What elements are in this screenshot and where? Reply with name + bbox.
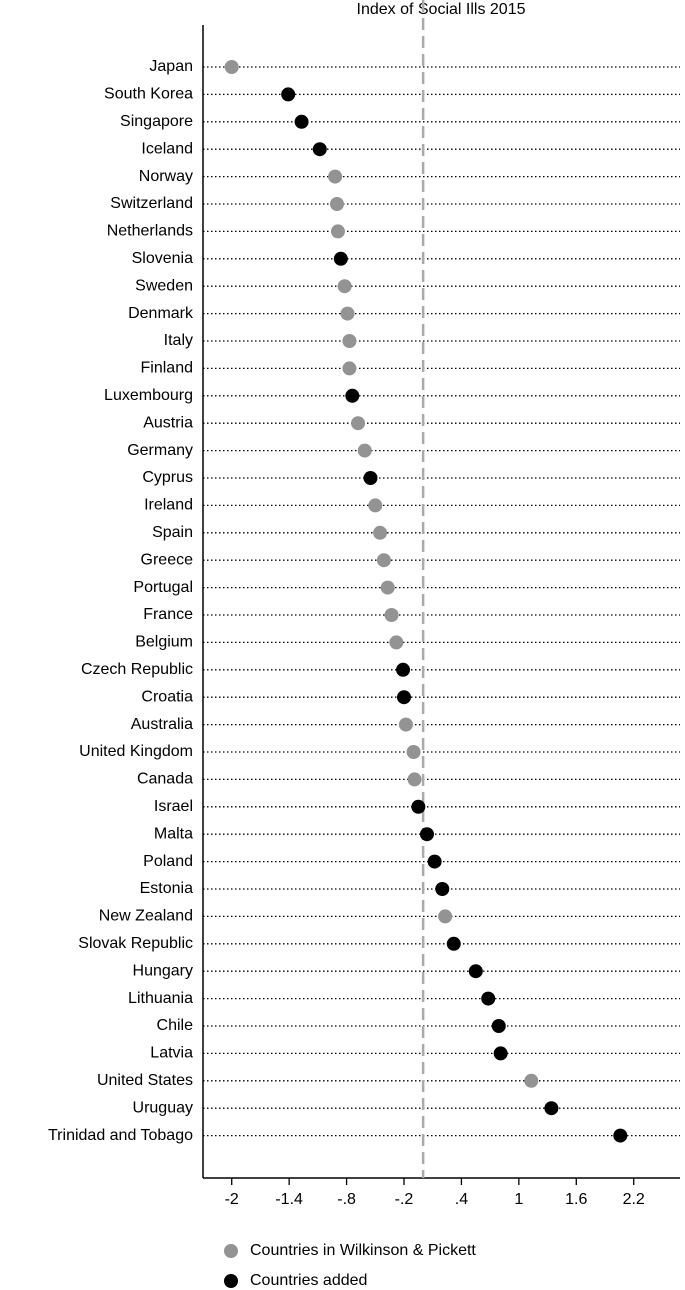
dot <box>397 690 411 705</box>
y-tick-label: Austria <box>143 414 193 431</box>
legend-marker <box>224 1274 238 1288</box>
y-tick-label: Canada <box>137 771 193 788</box>
y-tick-label: Slovak Republic <box>78 935 193 952</box>
y-tick-label: Finland <box>141 360 193 377</box>
y-tick-label: Chile <box>157 1017 194 1034</box>
dot <box>380 580 395 595</box>
y-tick-label: Italy <box>164 332 193 349</box>
dot <box>363 471 378 485</box>
x-tick-label: .4 <box>455 1191 468 1208</box>
y-tick-label: South Korea <box>104 86 193 103</box>
dot <box>351 416 366 431</box>
dot <box>342 361 357 376</box>
dot <box>337 279 352 294</box>
y-tick-label: United Kingdom <box>79 743 193 760</box>
y-tick-label: United States <box>97 1072 193 1089</box>
y-tick-label: Ireland <box>144 497 193 514</box>
y-tick-label: Spain <box>152 524 193 541</box>
dot <box>427 854 442 869</box>
y-tick-label: Japan <box>149 58 193 75</box>
x-tick-label: -2 <box>225 1191 239 1208</box>
x-tick-label: -.8 <box>337 1191 356 1208</box>
dot <box>407 772 422 787</box>
dot <box>613 1128 628 1143</box>
x-tick-label: 1.6 <box>565 1191 587 1208</box>
y-tick-label: Lithuania <box>128 990 193 1007</box>
dot <box>419 827 434 842</box>
x-tick-label: -.2 <box>395 1191 414 1208</box>
y-tick-label: Latvia <box>150 1045 193 1062</box>
dot <box>389 635 404 650</box>
dot <box>435 882 450 896</box>
dot <box>342 334 357 348</box>
y-tick-label: Croatia <box>141 688 193 705</box>
legend-label: Countries added <box>250 1272 367 1289</box>
dot <box>330 224 345 239</box>
y-tick-label: Luxembourg <box>104 387 193 404</box>
dot <box>481 991 496 1006</box>
dot <box>281 87 296 102</box>
dot <box>333 251 348 266</box>
y-tick-label: Hungary <box>133 962 193 979</box>
y-tick-label: Uruguay <box>133 1099 193 1116</box>
y-tick-label: Australia <box>131 716 193 733</box>
y-tick-label: Slovenia <box>132 250 193 267</box>
dot <box>328 169 343 184</box>
y-tick-label: Greece <box>141 551 194 568</box>
legend-label: Countries in Wilkinson & Pickett <box>250 1242 476 1259</box>
dot <box>376 553 391 568</box>
dot <box>398 717 413 732</box>
dot <box>373 525 388 540</box>
dot <box>468 964 483 979</box>
dot <box>368 498 383 513</box>
y-tick-label: Czech Republic <box>81 661 193 678</box>
y-tick-label: Estonia <box>140 880 193 897</box>
y-tick-label: Belgium <box>135 634 193 651</box>
y-tick-label: Denmark <box>128 305 194 322</box>
y-tick-label: Germany <box>127 442 193 459</box>
legend-marker <box>224 1244 238 1258</box>
y-tick-label: Iceland <box>141 140 193 157</box>
dot <box>357 443 372 458</box>
dot <box>491 1019 506 1033</box>
y-tick-label: Netherlands <box>107 223 193 240</box>
y-tick-label: Cyprus <box>142 469 193 486</box>
y-tick-label: Sweden <box>135 277 193 294</box>
x-tick-label: 1 <box>514 1191 523 1208</box>
y-tick-label: Portugal <box>133 579 193 596</box>
dot <box>345 388 360 403</box>
dot <box>312 142 327 157</box>
dot <box>340 306 355 321</box>
x-tick-label: -1.4 <box>275 1191 303 1208</box>
dot <box>446 936 461 951</box>
dot <box>406 745 421 759</box>
x-tick-label: 2.2 <box>623 1191 645 1208</box>
y-tick-label: Malta <box>154 825 193 842</box>
dot <box>330 197 344 211</box>
dot <box>411 799 426 814</box>
dot <box>524 1073 539 1088</box>
dot <box>224 60 239 74</box>
dot <box>384 608 399 622</box>
dot <box>493 1046 508 1061</box>
y-tick-label: France <box>143 606 193 623</box>
y-tick-label: New Zealand <box>99 908 193 925</box>
dot <box>294 114 309 129</box>
y-tick-label: Singapore <box>120 113 193 130</box>
dot <box>396 662 411 677</box>
dot <box>438 909 453 924</box>
dot <box>544 1101 559 1116</box>
y-tick-label: Norway <box>139 168 193 185</box>
y-tick-label: Trinidad and Tobago <box>48 1127 193 1144</box>
chart-title: Index of Social Ills 2015 <box>357 1 526 18</box>
y-tick-label: Switzerland <box>110 195 193 212</box>
y-tick-label: Poland <box>143 853 193 870</box>
y-tick-label: Israel <box>154 798 193 815</box>
